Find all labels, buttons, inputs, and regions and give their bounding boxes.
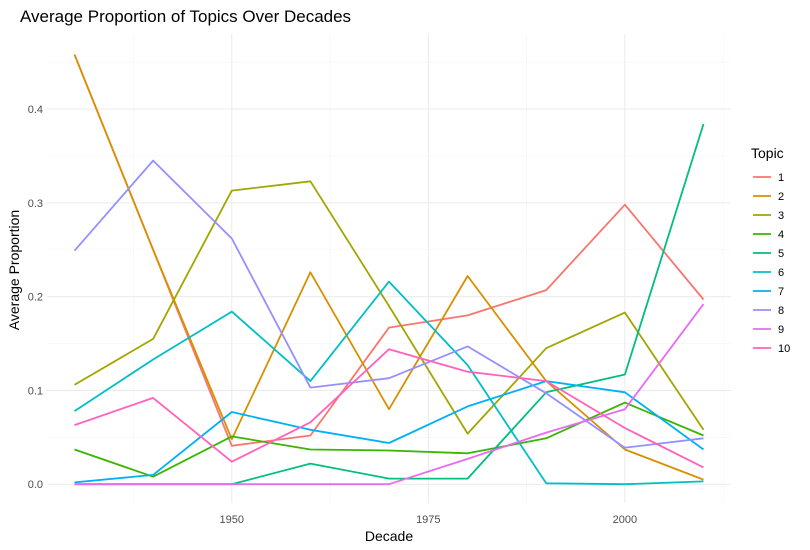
x-tick-label: 1950 xyxy=(220,514,244,526)
series-line-topic-3 xyxy=(74,180,705,435)
legend: Topic 1 2 3 4 5 6 7 8 9 10 xyxy=(751,145,790,355)
series-line-topic-7 xyxy=(74,380,705,484)
y-tick-label: 0.4 xyxy=(28,104,43,116)
legend-item-topic-4: 4 xyxy=(753,229,784,241)
legend-label: 3 xyxy=(778,210,784,222)
legend-item-topic-9: 9 xyxy=(753,324,784,336)
legend-label: 6 xyxy=(778,267,784,279)
series-line-topic-4 xyxy=(74,401,704,478)
series-lines xyxy=(73,54,705,486)
legend-title: Topic xyxy=(751,145,784,161)
legend-label: 7 xyxy=(778,286,784,298)
series-line-topic-9 xyxy=(74,303,705,486)
legend-item-topic-2: 2 xyxy=(753,191,784,203)
x-tick-label: 2000 xyxy=(613,514,637,526)
legend-label: 9 xyxy=(778,324,784,336)
y-axis-title: Average Proportion xyxy=(6,210,22,330)
series-line-topic-2 xyxy=(73,54,704,481)
legend-items: 1 2 3 4 5 6 7 8 9 10 xyxy=(753,172,790,355)
legend-label: 8 xyxy=(778,305,784,317)
legend-item-topic-1: 1 xyxy=(753,172,784,184)
series-line-topic-10 xyxy=(74,348,704,469)
legend-item-topic-7: 7 xyxy=(753,286,784,298)
x-axis-title: Decade xyxy=(365,528,413,544)
legend-item-topic-10: 10 xyxy=(753,343,790,355)
legend-item-topic-6: 6 xyxy=(753,267,784,279)
chart-title: Average Proportion of Topics Over Decade… xyxy=(20,7,351,26)
x-tick-label: 1975 xyxy=(416,514,440,526)
y-tick-label: 0.2 xyxy=(28,292,43,304)
x-axis-ticks: 1950 1975 2000 xyxy=(220,514,638,526)
series-line-topic-8 xyxy=(73,159,704,449)
legend-item-topic-8: 8 xyxy=(753,305,784,317)
series-line-topic-6 xyxy=(74,280,704,486)
y-tick-label: 0.3 xyxy=(28,198,43,210)
y-axis-ticks: 0.0 0.1 0.2 0.3 0.4 xyxy=(28,104,43,491)
legend-item-topic-5: 5 xyxy=(753,248,784,260)
legend-item-topic-3: 3 xyxy=(753,210,784,222)
legend-label: 10 xyxy=(778,343,790,355)
legend-label: 1 xyxy=(778,172,784,184)
legend-label: 4 xyxy=(778,229,784,241)
legend-label: 5 xyxy=(778,248,784,260)
y-tick-label: 0.1 xyxy=(28,385,43,397)
legend-label: 2 xyxy=(778,191,784,203)
y-tick-label: 0.0 xyxy=(28,479,43,491)
